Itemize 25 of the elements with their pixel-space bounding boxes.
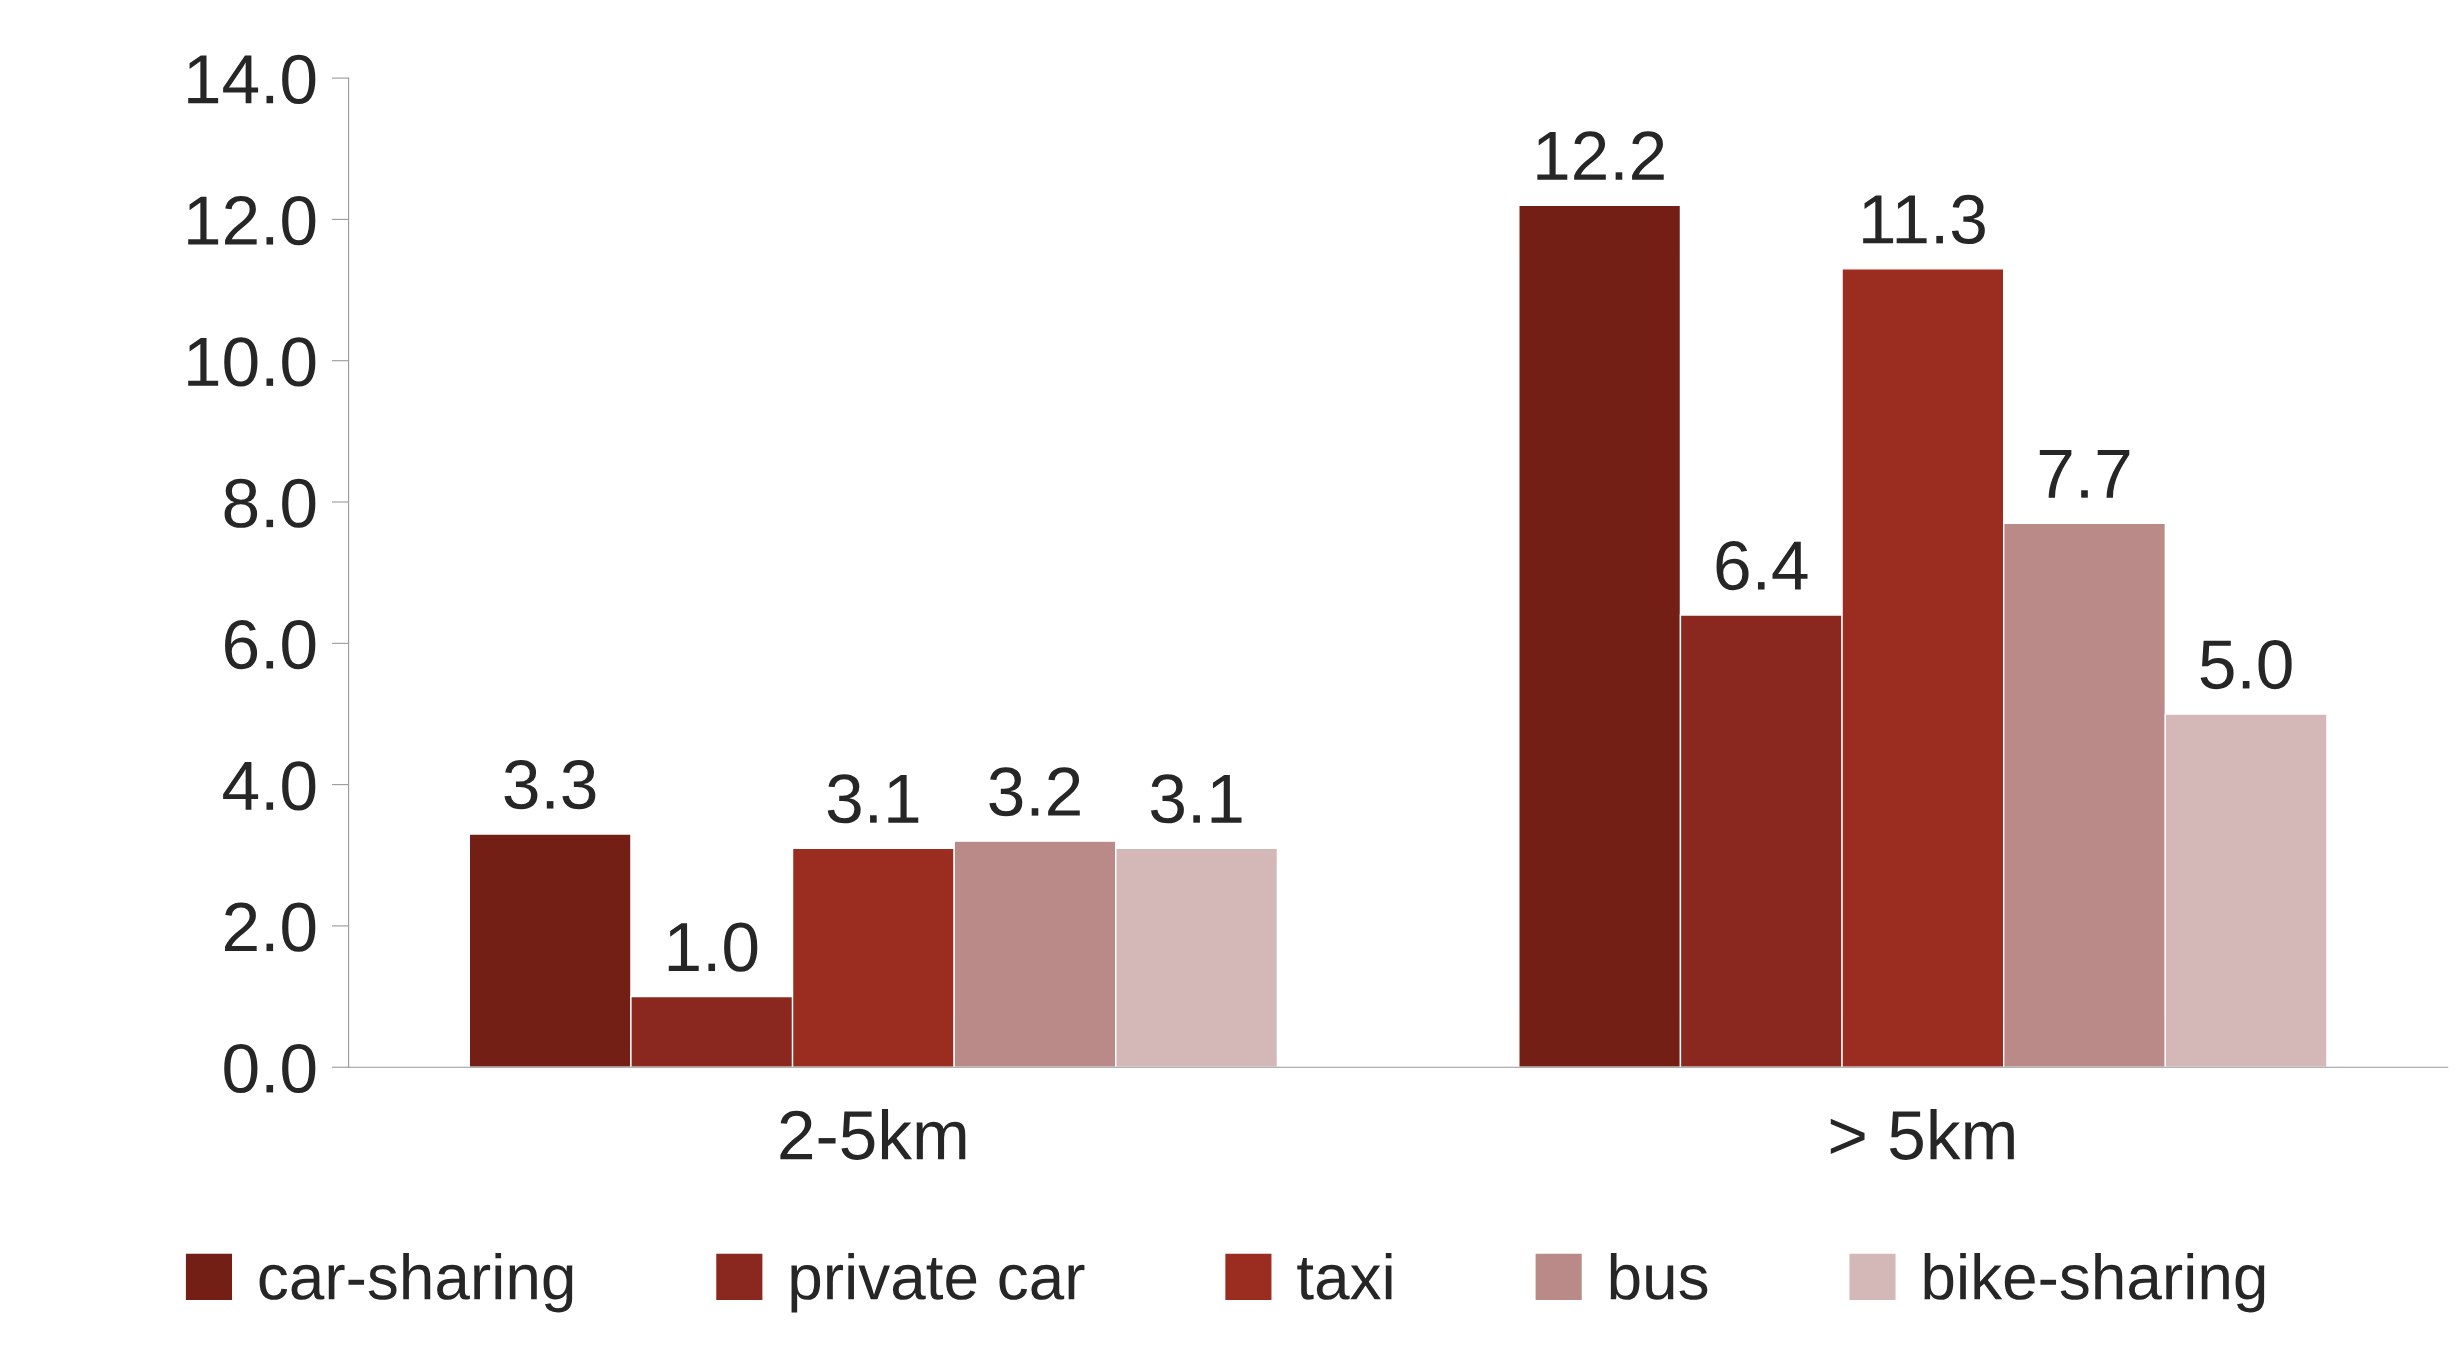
- legend-label: taxi: [1297, 1252, 1392, 1300]
- legend-label: bus: [1610, 1252, 1708, 1300]
- data-label: 3.2: [989, 767, 1080, 817]
- data-label: 12.2: [1537, 131, 1664, 180]
- data-label: 3.1: [827, 774, 919, 824]
- data-label: 11.3: [1863, 194, 1985, 245]
- data-label: 1.0: [668, 922, 758, 972]
- legend-label: bike-sharing: [1924, 1252, 2265, 1313]
- x-tick-label: 2-5km: [780, 1108, 966, 1160]
- y-tick-label: 12.0: [188, 196, 316, 246]
- y-tick-label: 10.0: [188, 337, 316, 387]
- legend-label: car-sharing: [259, 1252, 573, 1313]
- y-tick-label: 14.0: [188, 54, 316, 104]
- y-tick-label: 2.0: [225, 902, 316, 952]
- legend-label: private car: [791, 1252, 1085, 1313]
- y-tick-label: 4.0: [223, 761, 316, 811]
- data-label: 3.1: [1151, 774, 1242, 824]
- data-label: 6.4: [1716, 541, 1808, 591]
- y-tick-label: 0.0: [224, 1043, 316, 1094]
- data-label: 7.7: [2039, 449, 2130, 498]
- y-tick-label: 8.0: [224, 478, 316, 528]
- x-tick-label: > 5km: [1830, 1108, 2014, 1160]
- data-label: 5.0: [2200, 639, 2292, 690]
- y-tick-label: 6.0: [225, 619, 316, 670]
- data-label: 3.3: [504, 760, 596, 810]
